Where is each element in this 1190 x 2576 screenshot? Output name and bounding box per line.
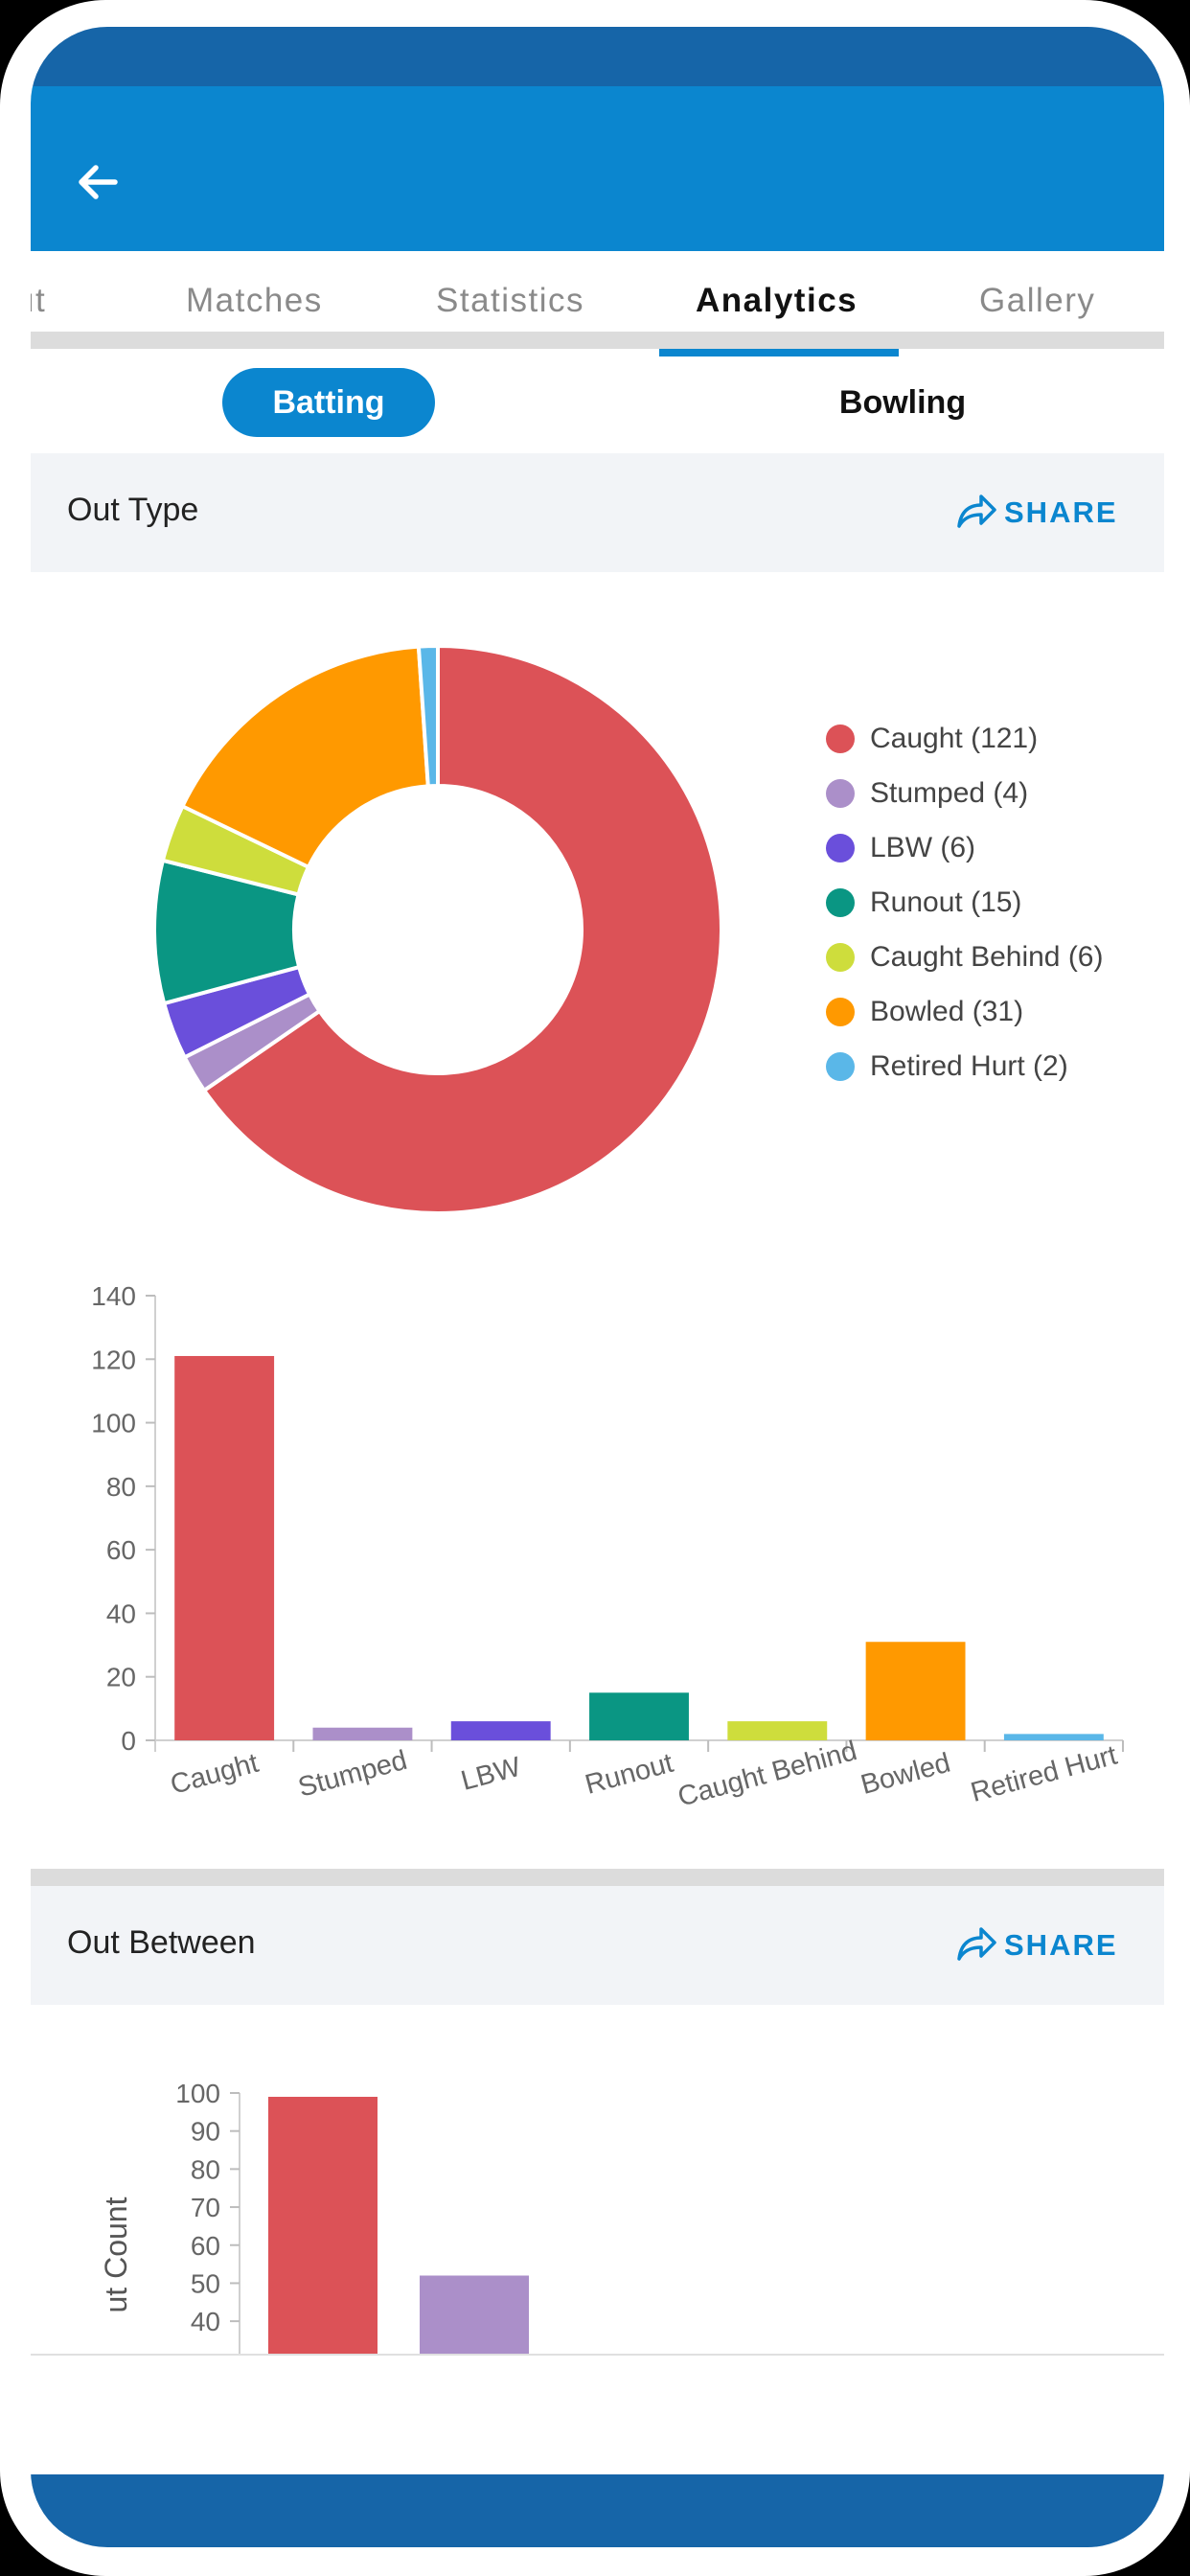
x-tick-label: LBW (458, 1752, 525, 1797)
out-type-header: Out Type SHARE (31, 453, 1164, 572)
out-between-header: Out Between SHARE (31, 1886, 1164, 2005)
x-tick-label: Runout (582, 1748, 676, 1801)
bar (865, 1642, 966, 1740)
y-tick-label: 100 (175, 2079, 220, 2108)
bar (1003, 1734, 1104, 1740)
legend-label: LBW (6) (870, 831, 976, 863)
legend-dot (826, 887, 855, 917)
legend-dot (826, 942, 855, 972)
x-tick-label: Bowled (858, 1748, 953, 1802)
legend-label: Stumped (4) (870, 776, 1029, 809)
y-tick-label: 40 (191, 2307, 220, 2336)
out-type-title: Out Type (67, 492, 199, 528)
legend-item: Bowled (31) (826, 984, 1104, 1039)
legend-label: Caught (121) (870, 722, 1039, 754)
y-tick-label: 0 (121, 1726, 136, 1756)
donut-slice (179, 644, 430, 870)
share-label: SHARE (1004, 495, 1118, 529)
legend-item: Retired Hurt (2) (826, 1039, 1104, 1093)
section-divider (31, 1869, 1164, 1886)
x-tick-label: Stumped (295, 1745, 410, 1804)
y-tick-label: 50 (191, 2268, 220, 2298)
legend-item: Caught Behind (6) (826, 930, 1104, 984)
legend-label: Runout (15) (870, 886, 1022, 918)
legend-item: Runout (15) (826, 875, 1104, 930)
x-tick-label: Caught (168, 1748, 263, 1801)
tab-statistics[interactable]: Statistics (436, 282, 585, 319)
out-between-title: Out Between (67, 1924, 256, 1961)
legend-label: Bowled (31) (870, 995, 1024, 1027)
y-tick-label: 70 (191, 2193, 220, 2222)
bar (589, 1692, 689, 1740)
x-tick-label: Caught Behind (675, 1736, 860, 1813)
out-type-donut-chart (152, 643, 723, 1215)
donut-slice (416, 643, 440, 789)
bar (312, 1727, 413, 1740)
y-tick-label: 80 (106, 1472, 136, 1502)
legend-label: Retired Hurt (2) (870, 1049, 1068, 1082)
bar (420, 2275, 529, 2356)
y-tick-label: 40 (106, 1598, 136, 1628)
legend-dot (826, 1051, 855, 1081)
y-axis-title: ut Count (99, 2196, 133, 2312)
legend-item: Caught (121) (826, 711, 1104, 766)
out-type-bar-chart: 0 20 40 60 80 100 120 140 Caught Stumped LBW Runout… (91, 1281, 1124, 1813)
legend-item: LBW (6) (826, 820, 1104, 875)
bar (174, 1355, 275, 1740)
app-bar (31, 86, 1164, 251)
legend-item: Stumped (4) (826, 766, 1104, 820)
status-bar (31, 27, 1164, 86)
legend-dot (826, 833, 855, 862)
y-tick-label: 90 (191, 2117, 220, 2147)
app-screen: ut Matches Statistics Analytics Gallery … (31, 27, 1164, 2547)
tab-divider (31, 332, 1164, 349)
legend-label: Caught Behind (6) (870, 940, 1104, 973)
y-tick-label: 100 (91, 1409, 136, 1438)
out-between-bar-chart: 40 50 60 70 80 90 100 ut Count (31, 2079, 1164, 2356)
legend-dot (826, 724, 855, 753)
tab-partial[interactable]: ut (31, 282, 47, 319)
bar (268, 2096, 378, 2356)
legend-dot (826, 778, 855, 808)
share-label: SHARE (1004, 1928, 1118, 1962)
y-tick-label: 80 (191, 2154, 220, 2184)
donut-legend: Caught (121) Stumped (4) LBW (6) Runout … (826, 711, 1104, 1093)
tab-gallery[interactable]: Gallery (979, 282, 1096, 319)
out-between-share-button[interactable]: SHARE (954, 1922, 1118, 1968)
legend-dot (826, 997, 855, 1026)
donut-slice (201, 643, 723, 1215)
share-icon (954, 1922, 998, 1969)
out-type-share-button[interactable]: SHARE (954, 490, 1118, 536)
tab-matches[interactable]: Matches (186, 282, 323, 319)
bowling-toggle[interactable]: Bowling (838, 383, 967, 421)
back-arrow-icon[interactable] (71, 155, 125, 209)
batting-toggle[interactable]: Batting (222, 368, 435, 437)
y-tick-label: 20 (106, 1663, 136, 1692)
y-tick-label: 120 (91, 1345, 136, 1374)
bottom-bar (31, 2474, 1164, 2547)
tab-analytics[interactable]: Analytics (696, 282, 858, 319)
y-tick-label: 60 (191, 2231, 220, 2261)
share-icon (954, 490, 998, 537)
bar (450, 1721, 551, 1740)
y-tick-label: 140 (91, 1281, 136, 1311)
bar (727, 1721, 828, 1740)
active-tab-indicator (659, 347, 899, 356)
y-tick-label: 60 (106, 1535, 136, 1565)
x-tick-label: Retired Hurt (968, 1740, 1120, 1808)
